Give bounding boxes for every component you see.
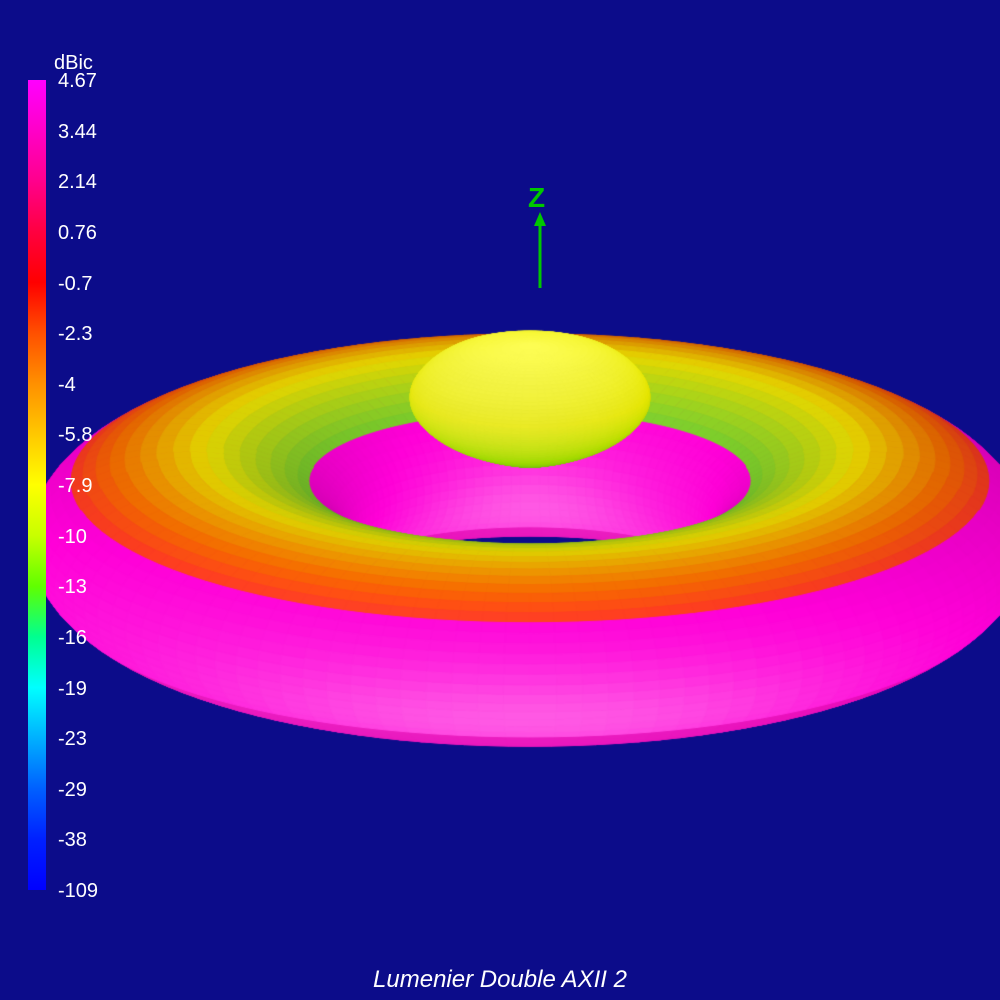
legend-tick: -4 [58,374,76,397]
legend-tick: -2.3 [58,323,92,346]
legend-tick: -13 [58,576,87,599]
legend-tick: -0.7 [58,273,92,296]
legend-gradient-bar [28,80,46,890]
legend-tick: 0.76 [58,222,97,245]
radiation-pattern-canvas [0,0,1000,1000]
legend-tick: -23 [58,728,87,751]
legend-tick: -10 [58,526,87,549]
legend-tick: -16 [58,627,87,650]
legend-tick: 2.14 [58,171,97,194]
legend-tick: -109 [58,880,98,903]
legend-tick: 3.44 [58,121,97,144]
legend-tick: -5.8 [58,424,92,447]
legend-tick: -29 [58,779,87,802]
figure-caption: Lumenier Double AXII 2 [0,966,1000,994]
legend-tick: 4.67 [58,70,97,93]
legend-tick: -19 [58,678,87,701]
z-axis-arrow-icon [530,212,550,292]
legend-tick: -38 [58,829,87,852]
figure-viewport: dBic 4.673.442.140.76-0.7-2.3-4-5.8-7.9-… [0,0,1000,1000]
z-axis-label: Z [528,182,545,214]
legend-tick: -7.9 [58,475,92,498]
